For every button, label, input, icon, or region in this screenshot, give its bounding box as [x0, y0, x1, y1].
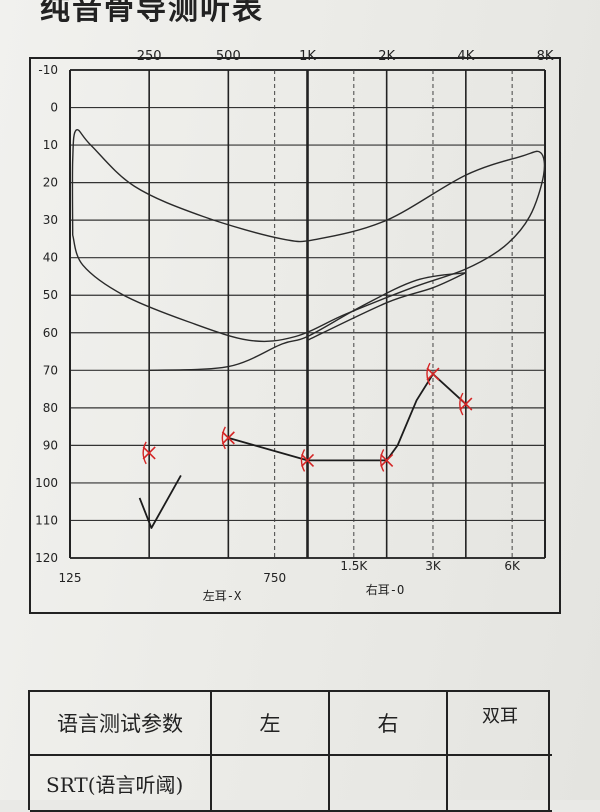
- y-tick-label: 80: [43, 401, 58, 415]
- table-header-left: 左: [212, 692, 330, 756]
- x-bottom-tick-label: 125: [59, 571, 82, 585]
- y-tick-label: 60: [43, 326, 58, 340]
- hand-drawn-line: [228, 373, 467, 462]
- table-row-srt-right[interactable]: [330, 756, 448, 812]
- data-point-marker: [379, 449, 394, 472]
- marker-bracket: [221, 426, 226, 450]
- y-tick-label: 50: [43, 288, 58, 302]
- table-row-srt-both[interactable]: [448, 756, 552, 812]
- speech-banana: [71, 128, 546, 371]
- vertical-grid: [69, 70, 546, 558]
- legend-right-ear: 右耳-O: [366, 582, 404, 597]
- marker-stroke: [142, 446, 156, 460]
- hand-drawn-line: [138, 474, 182, 529]
- speech-banana-inner: [307, 272, 467, 341]
- y-tick-label: 70: [43, 363, 58, 377]
- page-title: 纯音骨导测听表: [40, 0, 264, 27]
- data-point-marker: [142, 441, 156, 465]
- y-tick-label: 120: [35, 551, 58, 565]
- data-point-marker: [426, 362, 440, 386]
- y-tick-label: 40: [43, 251, 58, 265]
- hand-drawn-lines: [138, 373, 467, 529]
- y-tick-label: 110: [35, 513, 58, 527]
- y-tick-label: 90: [43, 438, 58, 452]
- x-top-tick-label: 250: [137, 49, 162, 64]
- marker-stroke: [300, 453, 315, 467]
- marker-bracket: [142, 441, 147, 465]
- x-bottom-tick-label: 750: [263, 571, 286, 585]
- marker-bracket: [426, 362, 431, 386]
- chart-outer-frame: [29, 57, 561, 614]
- x-bottom-tick-label: 6K: [504, 559, 521, 573]
- x-top-tick-label: 1K: [299, 49, 316, 64]
- legend-left-ear: 左耳-X: [203, 588, 242, 603]
- x-axis-top-labels: 250 500 1K 2K 4K 8K: [137, 49, 554, 64]
- y-tick-label: 0: [50, 101, 58, 115]
- audiogram-chart: -10 0 10 20 30 40 50 60 70 80 90 100 110 120 250 500 1K…: [29, 49, 561, 614]
- marker-bracket: [300, 449, 306, 472]
- x-top-tick-label: 500: [216, 49, 241, 64]
- data-point-marker: [300, 449, 315, 472]
- table-row-srt-label: SRT(语言听阈): [30, 756, 212, 812]
- x-top-tick-label: 4K: [457, 49, 474, 64]
- x-top-tick-label: 8K: [537, 49, 554, 64]
- right-ear-markers: [142, 362, 473, 472]
- table-header-param: 语言测试参数: [30, 692, 212, 756]
- table-row-srt-left[interactable]: [212, 756, 330, 812]
- y-tick-label: -10: [38, 63, 58, 77]
- marker-bracket: [379, 449, 385, 472]
- speech-test-table: 语言测试参数 左 右 双耳 SRT(语言听阈): [28, 690, 552, 812]
- y-tick-label: 10: [43, 138, 58, 152]
- x-axis-bottom-labels: 125 750 1.5K 3K 6K: [59, 559, 521, 585]
- marker-stroke: [459, 397, 473, 411]
- marker-stroke: [426, 367, 440, 381]
- y-tick-label: 20: [43, 176, 58, 190]
- table-header-right: 右: [330, 692, 448, 756]
- marker-stroke: [221, 431, 235, 445]
- x-bottom-tick-label: 1.5K: [340, 559, 368, 573]
- y-axis-labels: -10 0 10 20 30 40 50 60 70 80 90 100 110 120: [35, 63, 58, 565]
- marker-bracket: [459, 392, 464, 416]
- y-tick-label: 30: [43, 213, 58, 227]
- y-tick-label: 100: [35, 476, 58, 490]
- marker-stroke: [380, 453, 394, 467]
- data-point-marker: [221, 426, 235, 450]
- data-point-marker: [459, 392, 473, 416]
- table-header-both: 双耳: [448, 692, 552, 756]
- x-bottom-tick-label: 3K: [425, 559, 442, 573]
- x-top-tick-label: 2K: [378, 49, 395, 64]
- speech-banana-upper: [71, 128, 546, 343]
- speech-banana-lower: [149, 272, 466, 371]
